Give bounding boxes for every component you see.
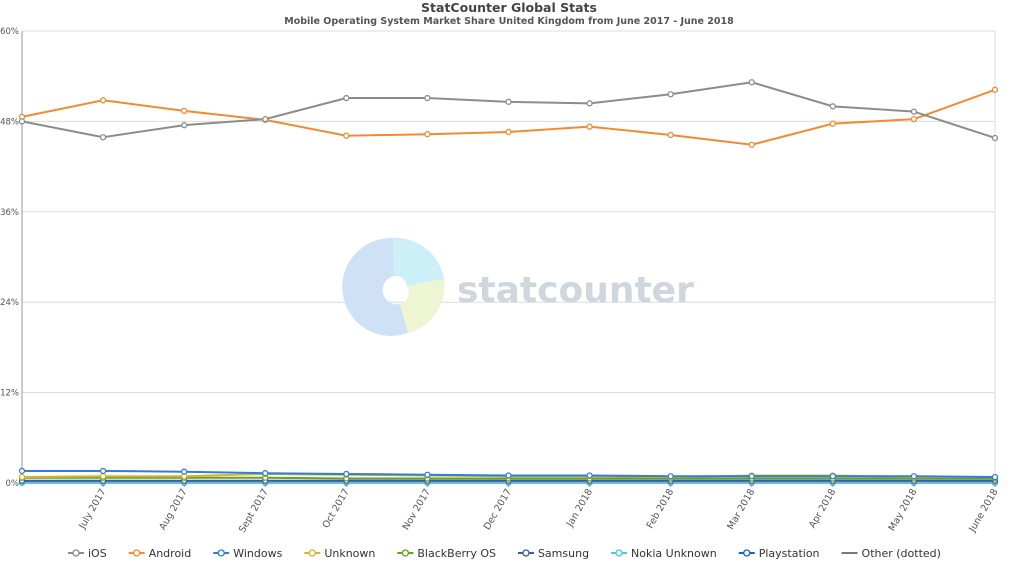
legend-item[interactable]: Unknown (304, 547, 375, 560)
data-point[interactable] (748, 473, 755, 480)
x-tick-label: July 2017 (77, 487, 109, 532)
legend-label: Samsung (538, 547, 589, 560)
series-windows (18, 467, 999, 481)
x-tick-label: Feb 2018 (645, 487, 677, 531)
y-tick-label: 48% (0, 117, 19, 127)
data-point[interactable] (343, 94, 350, 102)
statcounter-watermark: statcounter (342, 237, 694, 336)
data-point[interactable] (505, 98, 512, 105)
data-point[interactable] (262, 115, 269, 123)
series-android (18, 86, 999, 148)
watermark-text: statcounter (457, 270, 694, 311)
series-group (18, 79, 999, 486)
data-point[interactable] (910, 115, 918, 123)
data-point[interactable] (586, 123, 593, 130)
series-ios (18, 79, 999, 142)
legend-label: Nokia Unknown (631, 547, 717, 560)
legend-label: Windows (233, 547, 282, 560)
data-point[interactable] (262, 470, 269, 477)
data-point[interactable] (991, 134, 999, 142)
legend-label: Playstation (759, 547, 820, 560)
legend-label: iOS (88, 547, 107, 560)
x-tick-label: May 2018 (887, 487, 920, 533)
legend-marker (72, 549, 80, 557)
data-point[interactable] (181, 107, 188, 115)
data-point[interactable] (99, 467, 107, 475)
data-point[interactable] (181, 122, 188, 129)
legend-marker (308, 549, 316, 557)
data-point[interactable] (748, 79, 755, 86)
data-point[interactable] (910, 473, 918, 480)
data-point[interactable] (829, 473, 836, 480)
legend-marker (743, 549, 751, 557)
data-point[interactable] (586, 100, 593, 107)
data-point[interactable] (181, 468, 188, 475)
legend-item[interactable]: iOS (68, 547, 107, 560)
data-point[interactable] (667, 131, 674, 139)
x-tick-label: Oct 2017 (321, 487, 352, 530)
legend-label: Android (149, 547, 192, 560)
data-point[interactable] (343, 470, 350, 478)
data-point[interactable] (424, 94, 431, 102)
chart-title: StatCounter Global Stats (421, 0, 597, 15)
data-point[interactable] (424, 131, 431, 138)
data-point[interactable] (343, 132, 350, 139)
x-tick-label: Mar 2018 (725, 487, 757, 532)
data-point[interactable] (748, 141, 755, 148)
data-point[interactable] (99, 97, 107, 104)
data-point[interactable] (18, 467, 26, 475)
legend-item[interactable]: Playstation (738, 547, 820, 560)
x-tick-label: Aug 2017 (157, 487, 189, 532)
y-tick-label: 12% (0, 389, 19, 399)
legend-item[interactable]: Windows (213, 547, 283, 560)
x-tick-label: Sept 2017 (237, 487, 271, 535)
legend-marker (217, 549, 225, 557)
legend-item[interactable]: Android (128, 547, 192, 560)
data-point[interactable] (991, 86, 999, 93)
data-point[interactable] (829, 120, 836, 127)
y-axis-ticks: 0% 12% 24% 36% 48% 60% (0, 27, 19, 489)
data-point[interactable] (18, 118, 26, 125)
data-point[interactable] (424, 471, 431, 478)
x-tick-label: Dec 2017 (482, 487, 514, 532)
x-tick-label: Apr 2018 (807, 487, 838, 530)
statcounter-logo-icon (342, 237, 445, 336)
data-point[interactable] (505, 472, 512, 479)
data-point[interactable] (667, 91, 674, 98)
data-point[interactable] (667, 473, 674, 480)
legend-label: Unknown (324, 547, 375, 560)
y-tick-label: 36% (0, 208, 19, 218)
data-point[interactable] (99, 473, 107, 480)
legend-item[interactable]: Samsung (517, 547, 589, 560)
y-tick-label: 60% (0, 27, 19, 37)
legend-label: Other (dotted) (862, 547, 941, 560)
legend-marker (522, 549, 530, 557)
legend[interactable]: iOS Android Windows Unknown BlackBerry OS Sam… (68, 547, 941, 560)
data-point[interactable] (991, 473, 999, 481)
data-point[interactable] (18, 473, 26, 481)
legend-item[interactable]: Nokia Unknown (611, 547, 717, 560)
series-line (21, 88, 996, 146)
x-axis-ticks: July 2017 Aug 2017 Sept 2017 Oct 2017 Nov 20… (77, 483, 1001, 535)
legend-label: BlackBerry OS (417, 547, 496, 560)
legend-marker (401, 549, 410, 557)
data-point[interactable] (910, 108, 918, 115)
data-point[interactable] (505, 128, 512, 136)
x-tick-label: June 2018 (967, 487, 1001, 535)
legend-marker (133, 549, 141, 557)
x-tick-label: Nov 2017 (401, 487, 433, 532)
data-point[interactable] (99, 134, 107, 141)
x-tick-label: Jan 2018 (564, 487, 595, 530)
data-point[interactable] (586, 472, 593, 479)
chart-subtitle: Mobile Operating System Market Share Uni… (284, 16, 734, 27)
legend-item[interactable]: BlackBerry OS (397, 547, 496, 560)
legend-item[interactable]: Other (dotted) (841, 547, 941, 560)
y-tick-label: 24% (0, 298, 19, 308)
data-point[interactable] (829, 103, 836, 110)
y-tick-label: 0% (6, 479, 20, 489)
legend-marker (615, 549, 623, 557)
